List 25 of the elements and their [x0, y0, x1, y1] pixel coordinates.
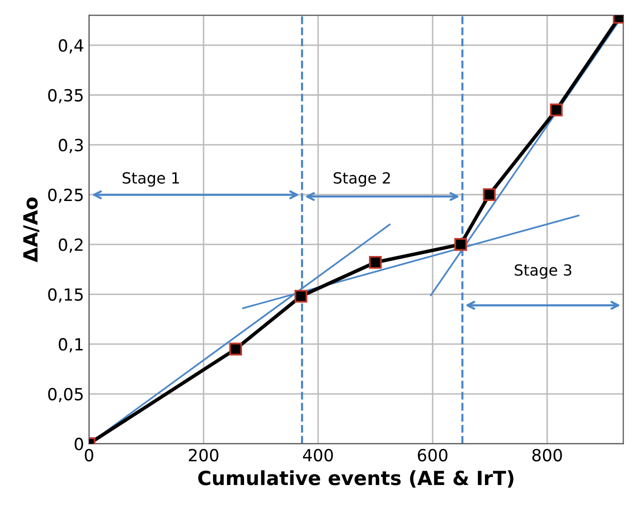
y-tick-label: 0,15 — [48, 288, 83, 303]
y-tick-label: 0 — [74, 438, 84, 450]
y-tick-label: 0,35 — [48, 88, 83, 104]
point — [294, 290, 308, 303]
x-tick-label: 600 — [418, 448, 448, 462]
annotation: Stage 1 — [122, 172, 179, 187]
x-tick-label: 200 — [188, 448, 218, 462]
y-tick-label: 0,1 — [58, 338, 83, 352]
point — [229, 342, 242, 356]
y-tick-label: 0,3 — [58, 138, 83, 154]
y-tick-label: 0,4 — [58, 39, 84, 54]
point — [368, 256, 382, 269]
point — [482, 188, 496, 202]
point — [550, 104, 563, 116]
y-tick-label: 0,25 — [48, 188, 83, 203]
x-tick-label: 0 — [84, 448, 94, 462]
x-axis-title: Cumulative events (AE & IrT) — [198, 470, 514, 488]
y-tick-label: 0,05 — [48, 388, 83, 402]
y-axis-title: ΔA/Ao — [23, 198, 40, 262]
annotation: Stage 3 — [514, 264, 572, 279]
x-tick-label: 800 — [532, 448, 562, 462]
x-tick-label: 400 — [302, 448, 333, 462]
point — [454, 238, 468, 251]
y-tick-label: 0,2 — [58, 238, 83, 253]
annotation: Stage 2 — [334, 172, 390, 187]
